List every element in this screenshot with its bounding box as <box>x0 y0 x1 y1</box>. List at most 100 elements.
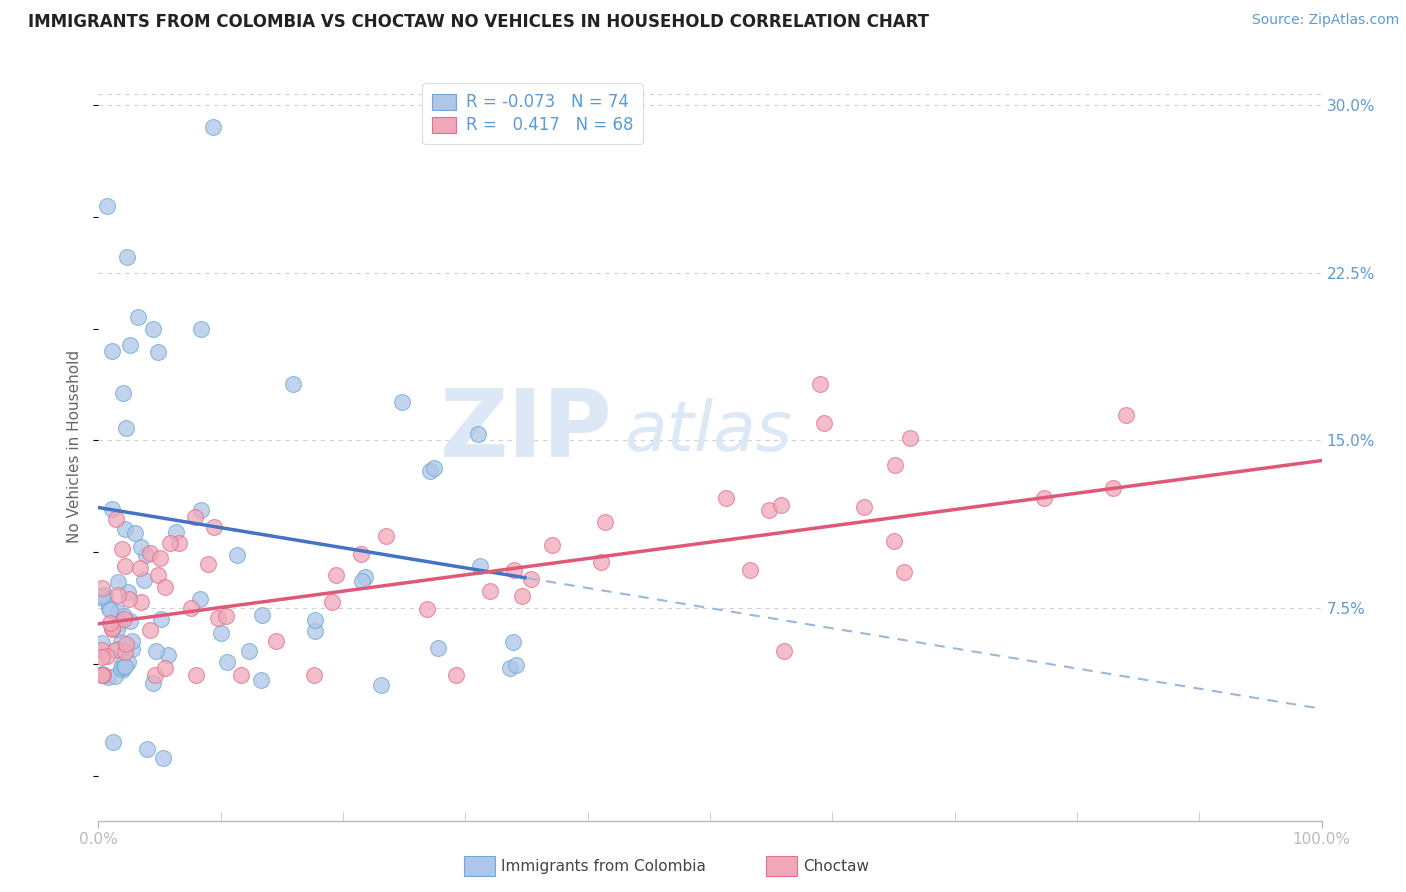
Point <box>96 198 118 212</box>
Point <box>370 678 392 692</box>
Point <box>184 510 207 524</box>
Point <box>101 621 124 635</box>
Text: Choctaw: Choctaw <box>803 859 869 873</box>
Point <box>117 585 139 599</box>
Point <box>375 529 398 543</box>
Point <box>444 668 467 682</box>
Point <box>422 461 444 475</box>
Point <box>238 644 260 658</box>
Point <box>112 608 135 623</box>
Text: atlas: atlas <box>624 398 793 465</box>
Point <box>91 668 114 682</box>
Point <box>142 321 165 335</box>
Point <box>91 668 114 682</box>
Point <box>229 668 252 682</box>
Point <box>1102 481 1125 495</box>
Point <box>101 735 124 749</box>
Point <box>591 555 613 569</box>
Point <box>281 377 304 392</box>
Point <box>773 644 796 658</box>
Point <box>503 563 526 577</box>
Point <box>207 611 229 625</box>
Point <box>167 536 190 550</box>
Point <box>215 609 238 624</box>
Point <box>202 120 225 135</box>
Point <box>595 516 617 530</box>
Point <box>91 667 114 681</box>
Point <box>105 622 128 636</box>
Point <box>134 573 156 587</box>
Point <box>114 645 136 659</box>
Point <box>352 574 374 588</box>
Point <box>91 591 114 605</box>
Point <box>505 657 527 672</box>
Point <box>108 615 131 630</box>
Point <box>135 548 157 562</box>
Point <box>391 394 413 409</box>
Point <box>96 648 118 663</box>
Point <box>893 565 915 579</box>
Text: ZIP: ZIP <box>439 385 612 477</box>
Point <box>304 668 326 682</box>
Y-axis label: No Vehicles in Household: No Vehicles in Household <box>67 350 83 542</box>
Point <box>250 607 273 622</box>
Point <box>852 500 875 515</box>
Point <box>101 343 124 358</box>
Point <box>159 535 181 549</box>
Point <box>120 338 142 352</box>
Legend: R = -0.073   N = 74, R =   0.417   N = 68: R = -0.073 N = 74, R = 0.417 N = 68 <box>422 84 643 145</box>
Point <box>184 668 207 682</box>
Point <box>467 426 489 441</box>
Point <box>111 657 134 672</box>
Point <box>101 623 124 637</box>
Point <box>520 572 543 586</box>
Point <box>91 642 114 657</box>
Point <box>304 613 326 627</box>
Point <box>112 385 135 400</box>
Point <box>91 668 114 682</box>
Point <box>110 635 132 649</box>
Point <box>426 640 449 655</box>
Point <box>883 534 905 549</box>
Point <box>120 614 142 628</box>
Point <box>117 250 139 264</box>
Point <box>107 605 129 619</box>
Point <box>769 498 792 512</box>
Point <box>142 676 165 690</box>
Point <box>146 567 169 582</box>
Point <box>97 670 120 684</box>
Point <box>540 538 562 552</box>
Point <box>152 751 174 765</box>
Point <box>250 673 273 687</box>
Point <box>136 742 159 756</box>
Point <box>107 588 129 602</box>
Point <box>143 668 166 682</box>
Point <box>129 595 152 609</box>
Point <box>127 310 149 325</box>
Point <box>714 491 737 505</box>
Point <box>416 602 439 616</box>
Point <box>98 616 121 631</box>
Point <box>226 548 249 562</box>
Point <box>138 546 160 560</box>
Point <box>114 658 136 673</box>
Point <box>190 503 212 517</box>
Point <box>118 591 141 606</box>
Point <box>758 502 780 516</box>
Point <box>149 551 172 566</box>
Point <box>101 501 124 516</box>
Point <box>138 623 160 637</box>
Point <box>180 601 202 615</box>
Point <box>215 655 238 669</box>
Point <box>165 525 187 540</box>
Point <box>98 603 121 617</box>
Point <box>321 595 343 609</box>
Point <box>124 525 146 540</box>
Point <box>304 624 326 638</box>
Point <box>197 557 219 571</box>
Point <box>107 574 129 589</box>
Text: Immigrants from Colombia: Immigrants from Colombia <box>501 859 706 873</box>
Point <box>740 563 762 577</box>
Point <box>157 648 180 662</box>
Point <box>103 669 125 683</box>
